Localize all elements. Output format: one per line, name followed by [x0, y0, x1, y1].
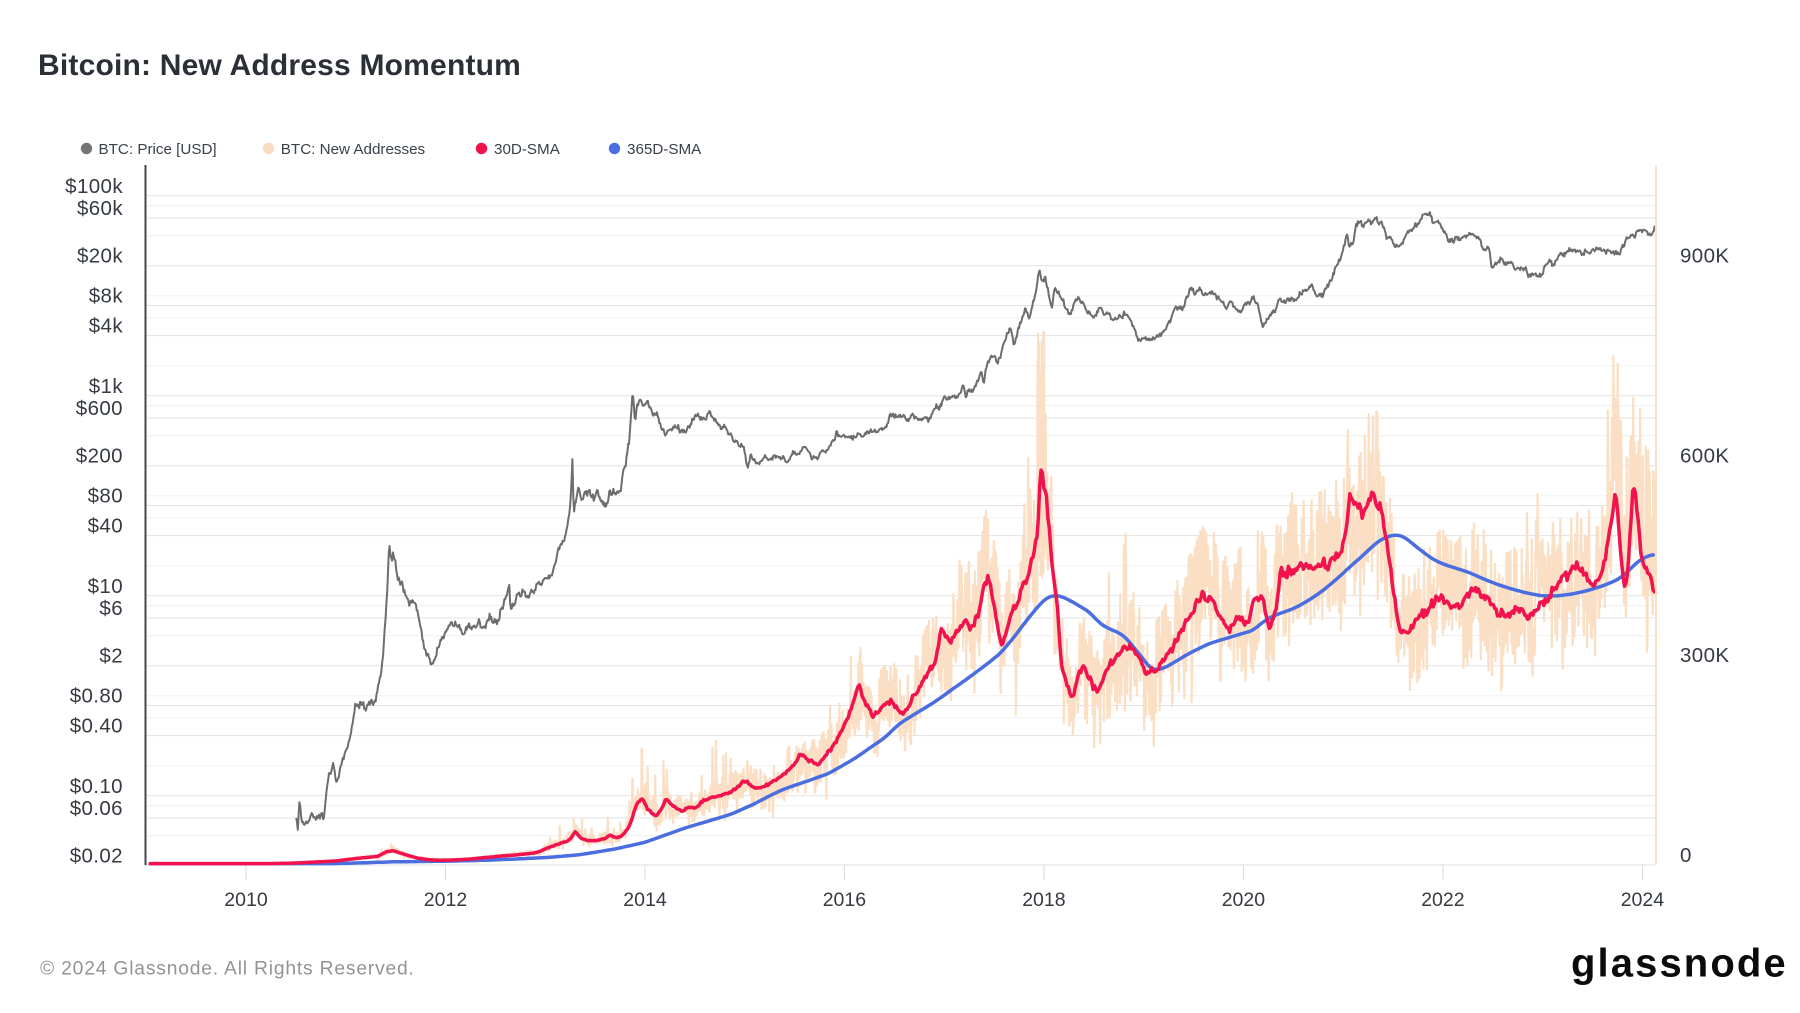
svg-text:BTC: Price [USD]: BTC: Price [USD]: [99, 141, 217, 158]
svg-text:$40: $40: [88, 515, 123, 538]
svg-text:$20k: $20k: [77, 245, 123, 268]
svg-text:30D-SMA: 30D-SMA: [494, 141, 561, 158]
svg-text:$200: $200: [76, 445, 123, 468]
svg-text:$600: $600: [76, 397, 123, 420]
svg-text:365D-SMA: 365D-SMA: [627, 141, 702, 158]
svg-text:300K: 300K: [1680, 644, 1729, 667]
svg-text:$0.02: $0.02: [70, 845, 123, 868]
svg-text:2022: 2022: [1421, 889, 1464, 911]
svg-text:900K: 900K: [1680, 245, 1729, 268]
svg-text:2020: 2020: [1222, 889, 1266, 911]
svg-text:$8k: $8k: [89, 285, 124, 308]
svg-text:BTC: New Addresses: BTC: New Addresses: [281, 141, 426, 158]
svg-text:2010: 2010: [224, 889, 268, 911]
svg-text:2024: 2024: [1621, 889, 1665, 911]
svg-text:$0.06: $0.06: [70, 797, 123, 820]
svg-text:$80: $80: [88, 485, 123, 508]
svg-text:2018: 2018: [1022, 889, 1065, 911]
svg-text:2014: 2014: [623, 889, 667, 911]
svg-text:© 2024 Glassnode. All Rights R: © 2024 Glassnode. All Rights Reserved.: [40, 959, 415, 980]
svg-text:$0.80: $0.80: [70, 685, 123, 708]
svg-text:$0.10: $0.10: [70, 775, 123, 798]
svg-text:$60k: $60k: [77, 197, 123, 220]
svg-text:$10: $10: [88, 575, 123, 598]
svg-text:glassnode: glassnode: [1571, 942, 1788, 986]
svg-text:$1k: $1k: [89, 375, 124, 398]
svg-text:Bitcoin: New Address Momentum: Bitcoin: New Address Momentum: [38, 49, 521, 82]
svg-text:2016: 2016: [823, 889, 866, 911]
svg-text:$0.40: $0.40: [70, 715, 123, 738]
svg-text:0: 0: [1680, 844, 1692, 867]
svg-text:$2: $2: [99, 645, 123, 668]
svg-text:2012: 2012: [424, 889, 467, 911]
svg-text:600K: 600K: [1680, 444, 1729, 467]
svg-text:$6: $6: [99, 597, 123, 620]
svg-text:$4k: $4k: [89, 315, 124, 338]
svg-text:$100k: $100k: [65, 175, 123, 198]
